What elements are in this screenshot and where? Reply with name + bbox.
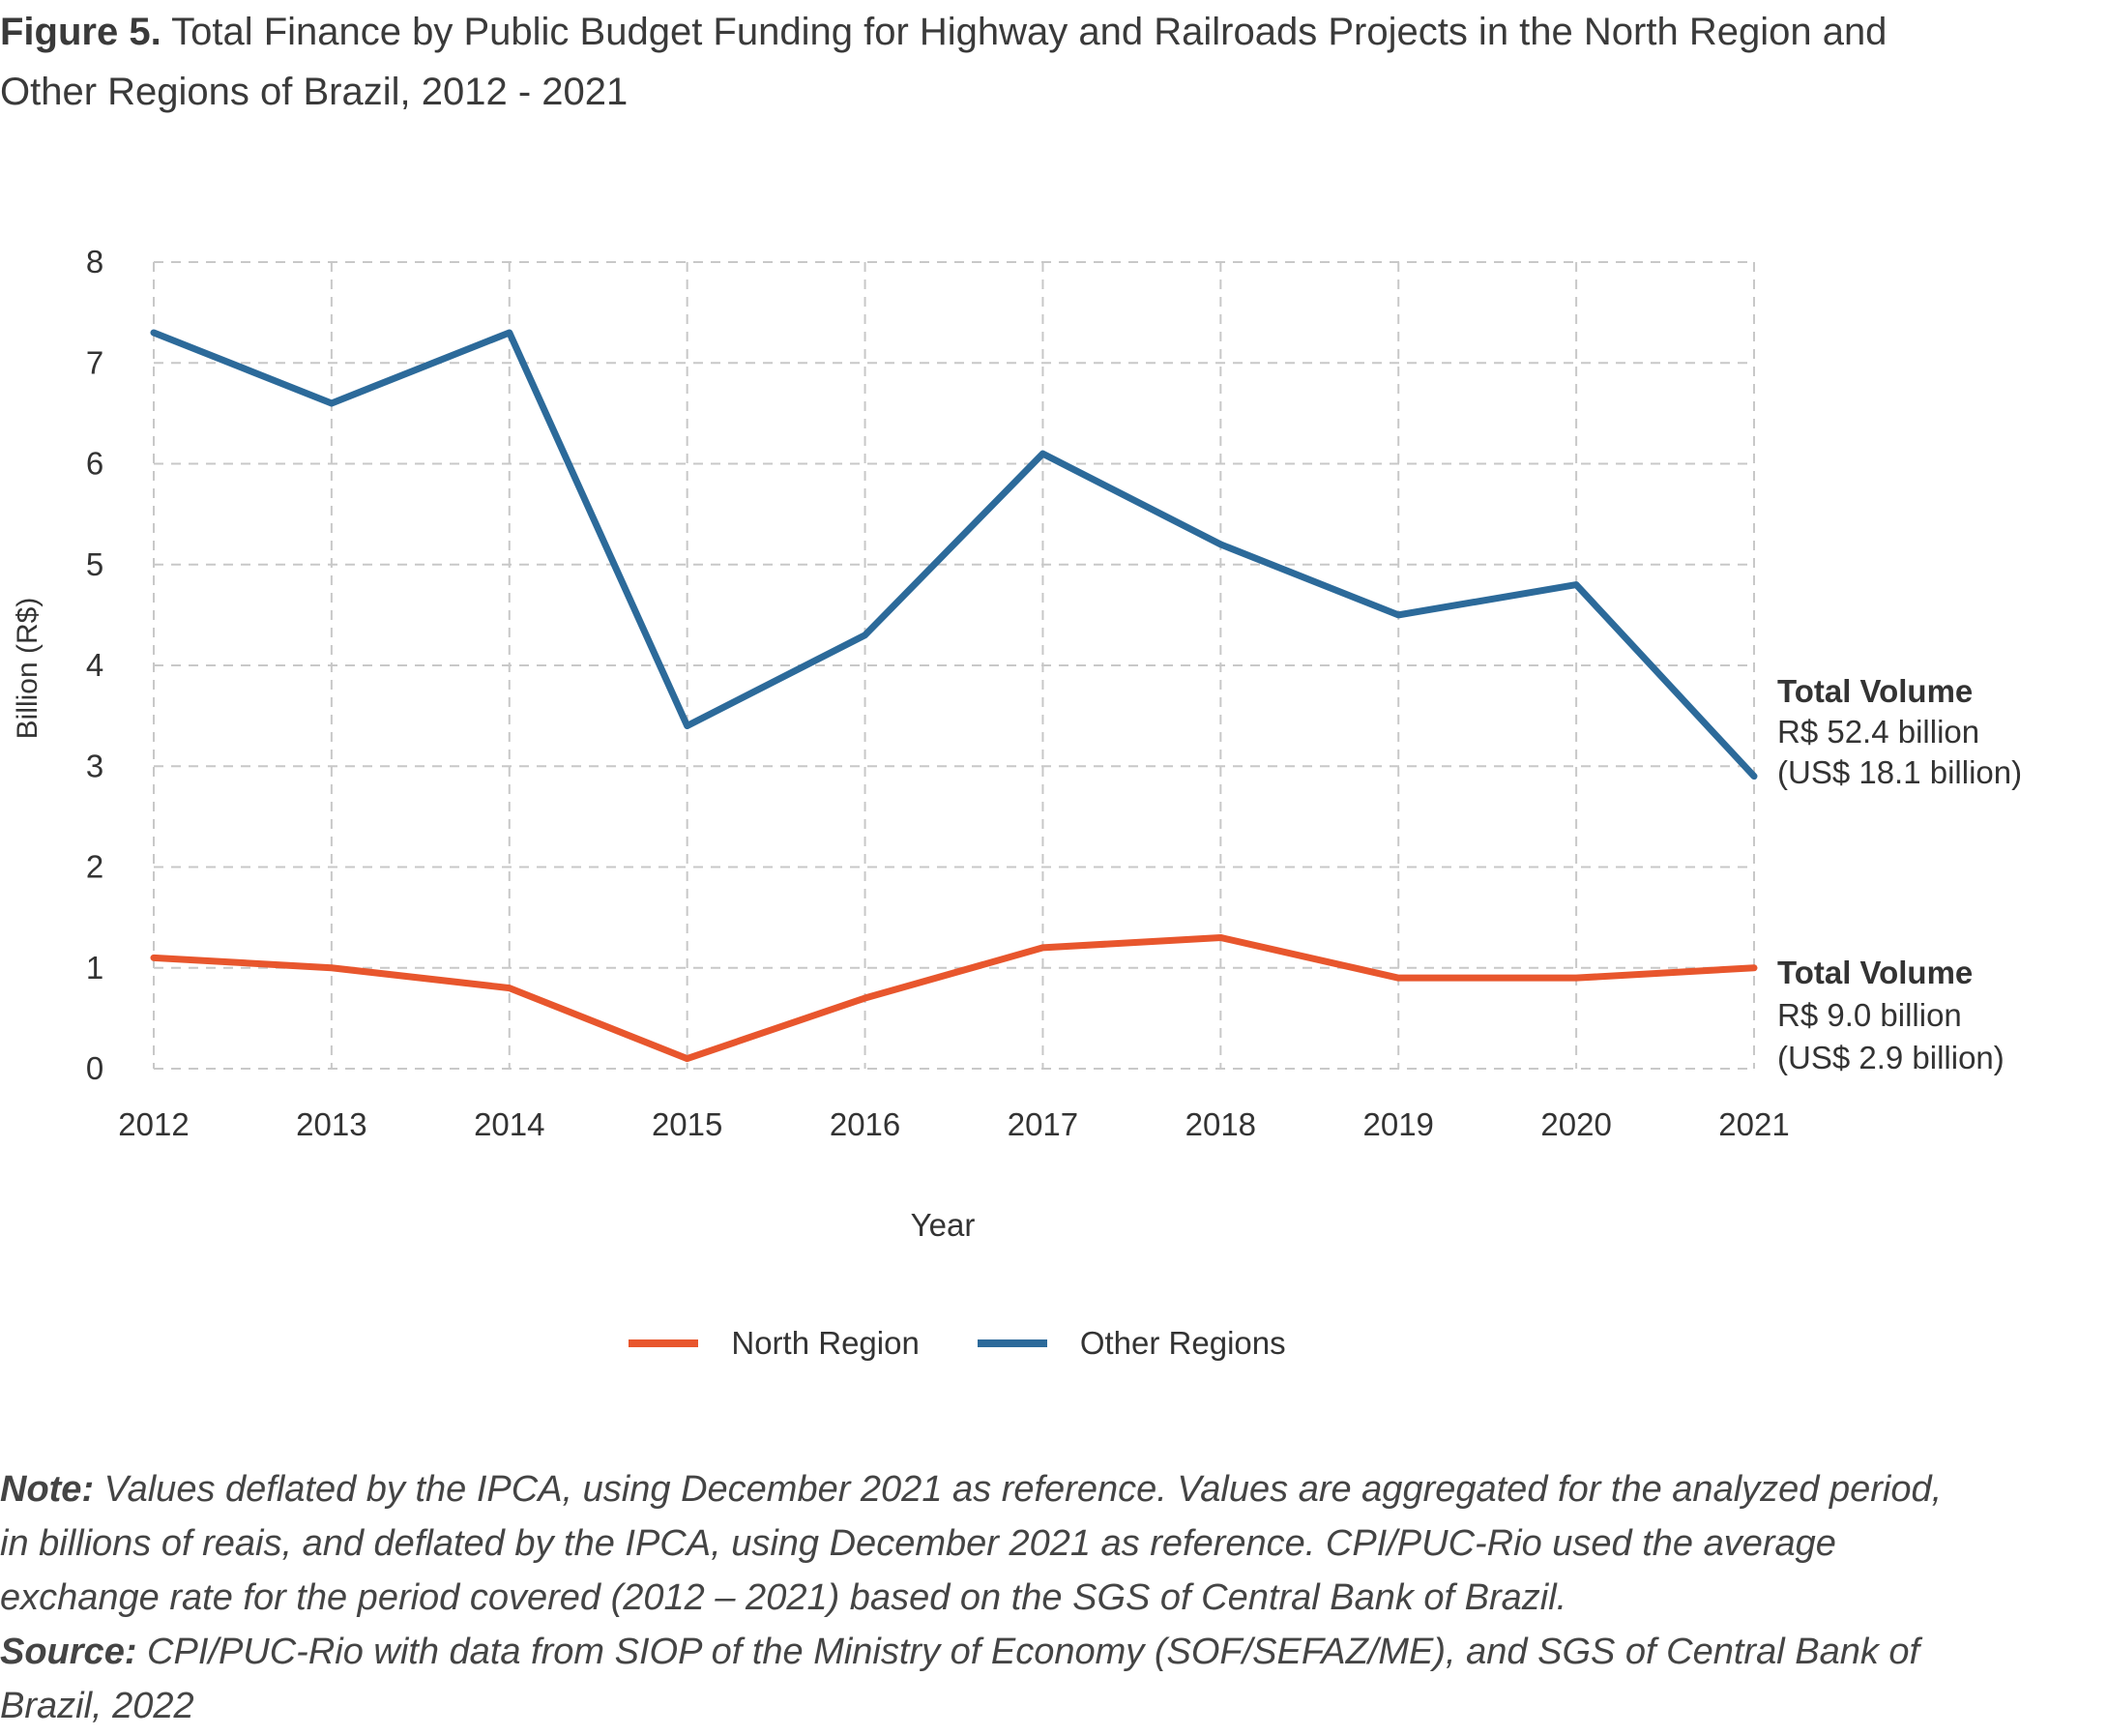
x-tick-label: 2021 [1718,1106,1789,1142]
source-label: Source: [0,1632,137,1672]
x-axis-ticks: 2012 2013 2014 2015 2016 2017 2018 2019 2020 2021 [118,1106,1789,1142]
x-tick-label: 2015 [652,1106,722,1142]
y-tick-label: 5 [86,546,103,582]
annotation-value: (US$ 2.9 billion) [1777,1040,2005,1075]
legend-label: North Region [731,1325,920,1361]
note-label: Note: [0,1469,95,1510]
legend-item-north-region: North Region [629,1325,920,1362]
figure-label: Figure 5. [0,11,161,53]
note-text: Values deflated by the IPCA, using Decem… [0,1469,1943,1618]
x-tick-label: 2012 [118,1106,189,1142]
chart-legend: North Region Other Regions [0,1325,1915,1362]
figure-title-text: Total Finance by Public Budget Funding f… [0,11,1888,113]
x-tick-label: 2020 [1540,1106,1611,1142]
y-tick-label: 8 [86,244,103,280]
x-tick-label: 2013 [296,1106,366,1142]
x-axis-label: Year [911,1207,976,1243]
series-lines [150,329,1758,1063]
legend-swatch [977,1339,1047,1347]
y-axis-label: Billion (R$) [12,598,44,740]
x-tick-label: 2017 [1008,1106,1078,1142]
annotation-value: (US$ 18.1 billion) [1777,754,2022,790]
chart-title: Figure 5. Total Finance by Public Budget… [0,2,1953,122]
series-line-other-regions [150,329,1758,780]
y-tick-label: 3 [86,748,103,783]
series-annotations: Total Volume R$ 9.0 billion (US$ 2.9 billi… [1777,673,2022,1075]
note-paragraph: Note: Values deflated by the IPCA, using… [0,1462,1953,1625]
legend-label: Other Regions [1079,1325,1286,1361]
chart-notes: Note: Values deflated by the IPCA, using… [0,1462,1953,1733]
legend-item-other-regions: Other Regions [977,1325,1286,1362]
legend-swatch [629,1339,699,1347]
y-axis-ticks: 0 1 2 3 4 5 6 7 8 [86,244,103,1086]
y-tick-label: 2 [86,849,103,885]
annotation-heading: Total Volume [1777,673,1973,709]
x-tick-label: 2014 [474,1106,544,1142]
source-paragraph: Source: CPI/PUC-Rio with data from SIOP … [0,1625,1953,1733]
annotation-value: R$ 52.4 billion [1777,714,1979,750]
y-tick-label: 4 [86,647,103,683]
series-line-north-region [150,933,1758,1063]
grid-lines [153,261,1755,1070]
annotation-heading: Total Volume [1777,955,1973,990]
y-tick-label: 6 [86,446,103,482]
y-tick-label: 1 [86,950,103,986]
x-tick-label: 2019 [1363,1106,1434,1142]
x-tick-label: 2018 [1185,1106,1256,1142]
y-tick-label: 7 [86,344,103,380]
annotation-value: R$ 9.0 billion [1777,997,1962,1033]
source-text: CPI/PUC-Rio with data from SIOP of the M… [0,1632,1920,1726]
x-tick-label: 2016 [830,1106,900,1142]
y-tick-label: 0 [86,1050,103,1086]
